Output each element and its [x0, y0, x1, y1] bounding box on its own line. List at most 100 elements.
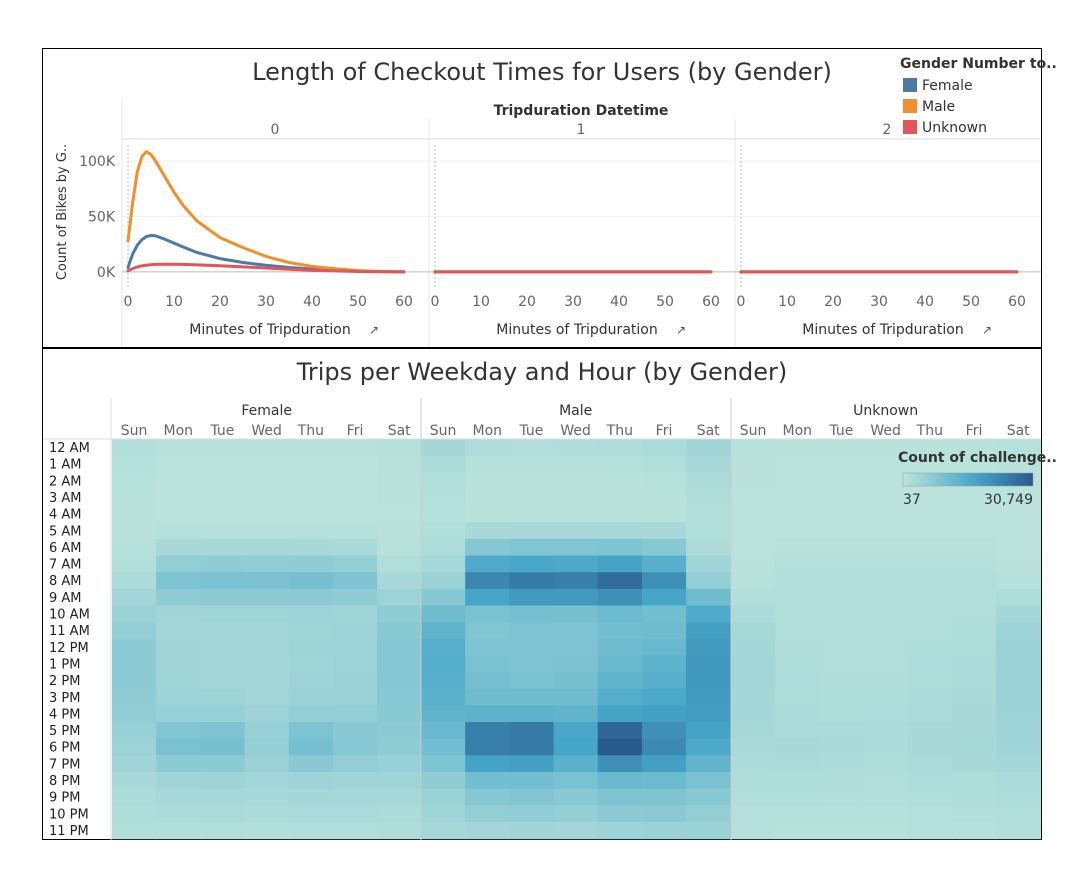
- heatmap-cell[interactable]: [244, 472, 290, 490]
- heatmap-cell[interactable]: [907, 655, 953, 673]
- heatmap-cell[interactable]: [951, 638, 997, 657]
- heatmap-cell[interactable]: [819, 538, 865, 557]
- heatmap-cell[interactable]: [377, 605, 422, 623]
- heatmap-cell[interactable]: [509, 672, 555, 690]
- heatmap-cell[interactable]: [996, 488, 1041, 507]
- heatmap-cell[interactable]: [996, 805, 1041, 823]
- heatmap-cell[interactable]: [112, 505, 157, 523]
- heatmap-cell[interactable]: [332, 622, 378, 640]
- heatmap-cell[interactable]: [951, 605, 997, 623]
- heatmap-cell[interactable]: [377, 738, 422, 756]
- heatmap-cell[interactable]: [244, 505, 290, 523]
- heatmap-cell[interactable]: [863, 805, 909, 823]
- heatmap-cell[interactable]: [553, 821, 599, 840]
- heatmap-cell[interactable]: [200, 472, 246, 490]
- heatmap-cell[interactable]: [332, 488, 378, 507]
- heatmap-cell[interactable]: [597, 805, 643, 823]
- heatmap-cell[interactable]: [951, 738, 997, 756]
- heatmap-cell[interactable]: [200, 821, 246, 840]
- heatmap-cell[interactable]: [996, 588, 1041, 607]
- heatmap-cell[interactable]: [907, 522, 953, 540]
- heatmap-cell[interactable]: [553, 722, 599, 740]
- heatmap-cell[interactable]: [156, 738, 201, 756]
- heatmap-cell[interactable]: [112, 522, 157, 540]
- heatmap-cell[interactable]: [509, 455, 555, 473]
- heatmap-cell[interactable]: [951, 722, 997, 740]
- heatmap-cell[interactable]: [775, 505, 820, 523]
- heatmap-cell[interactable]: [244, 688, 290, 706]
- heatmap-cell[interactable]: [112, 772, 157, 790]
- heatmap-cell[interactable]: [156, 688, 201, 706]
- heatmap-cell[interactable]: [597, 722, 643, 740]
- heatmap-cell[interactable]: [863, 688, 909, 706]
- heatmap-cell[interactable]: [421, 688, 466, 706]
- heatmap-cell[interactable]: [996, 538, 1041, 557]
- heatmap-cell[interactable]: [421, 622, 466, 640]
- heatmap-cell[interactable]: [863, 672, 909, 690]
- heatmap-cell[interactable]: [200, 722, 246, 740]
- heatmap-cell[interactable]: [465, 655, 510, 673]
- heatmap-cell[interactable]: [863, 455, 909, 473]
- heatmap-cell[interactable]: [200, 555, 246, 573]
- heatmap-cell[interactable]: [112, 588, 157, 607]
- heatmap-cell[interactable]: [421, 705, 466, 723]
- heatmap-cell[interactable]: [288, 688, 334, 706]
- heatmap-cell[interactable]: [775, 655, 820, 673]
- heatmap-cell[interactable]: [775, 605, 820, 623]
- heatmap-cell[interactable]: [597, 439, 643, 457]
- heatmap-cell[interactable]: [686, 788, 731, 806]
- heatmap-cell[interactable]: [775, 638, 820, 657]
- heatmap-cell[interactable]: [465, 522, 510, 540]
- heatmap-cell[interactable]: [553, 805, 599, 823]
- heatmap-cell[interactable]: [288, 722, 334, 740]
- heatmap-cell[interactable]: [377, 439, 422, 457]
- heatmap-cell[interactable]: [509, 788, 555, 806]
- heatmap-cell[interactable]: [996, 622, 1041, 640]
- heatmap-cell[interactable]: [244, 738, 290, 756]
- heatmap-cell[interactable]: [509, 555, 555, 573]
- heatmap-cell[interactable]: [553, 672, 599, 690]
- heatmap-cell[interactable]: [377, 622, 422, 640]
- heatmap-cell[interactable]: [775, 805, 820, 823]
- heatmap-cell[interactable]: [686, 722, 731, 740]
- heatmap-cell[interactable]: [332, 572, 378, 590]
- heatmap-cell[interactable]: [597, 821, 643, 840]
- heatmap-cell[interactable]: [863, 555, 909, 573]
- pin-icon[interactable]: ↗: [676, 323, 686, 337]
- heatmap-cell[interactable]: [951, 588, 997, 607]
- heatmap-cell[interactable]: [200, 788, 246, 806]
- heatmap-cell[interactable]: [112, 472, 157, 490]
- heatmap-cell[interactable]: [332, 522, 378, 540]
- heatmap-cell[interactable]: [244, 522, 290, 540]
- heatmap-cell[interactable]: [332, 722, 378, 740]
- heatmap-cell[interactable]: [819, 805, 865, 823]
- heatmap-cell[interactable]: [332, 705, 378, 723]
- heatmap-cell[interactable]: [597, 705, 643, 723]
- heatmap-cell[interactable]: [112, 555, 157, 573]
- heatmap-cell[interactable]: [509, 588, 555, 607]
- heatmap-cell[interactable]: [686, 805, 731, 823]
- heatmap-cell[interactable]: [288, 455, 334, 473]
- heatmap-cell[interactable]: [996, 705, 1041, 723]
- heatmap-cell[interactable]: [509, 821, 555, 840]
- heatmap-cell[interactable]: [731, 588, 776, 607]
- heatmap-cell[interactable]: [775, 455, 820, 473]
- heatmap-cell[interactable]: [686, 505, 731, 523]
- heatmap-cell[interactable]: [553, 588, 599, 607]
- heatmap-cell[interactable]: [200, 455, 246, 473]
- heatmap-cell[interactable]: [951, 805, 997, 823]
- heatmap-cell[interactable]: [200, 805, 246, 823]
- heatmap-cell[interactable]: [996, 672, 1041, 690]
- series-line-unknown[interactable]: [126, 262, 406, 274]
- heatmap-cell[interactable]: [819, 755, 865, 773]
- heatmap-cell[interactable]: [156, 788, 201, 806]
- heatmap-cell[interactable]: [775, 588, 820, 607]
- heatmap-cell[interactable]: [112, 688, 157, 706]
- heatmap-cell[interactable]: [597, 455, 643, 473]
- heatmap-cell[interactable]: [112, 655, 157, 673]
- heatmap-cell[interactable]: [156, 572, 201, 590]
- heatmap-cell[interactable]: [244, 722, 290, 740]
- heatmap-cell[interactable]: [907, 572, 953, 590]
- heatmap-cell[interactable]: [244, 821, 290, 840]
- heatmap-cell[interactable]: [509, 755, 555, 773]
